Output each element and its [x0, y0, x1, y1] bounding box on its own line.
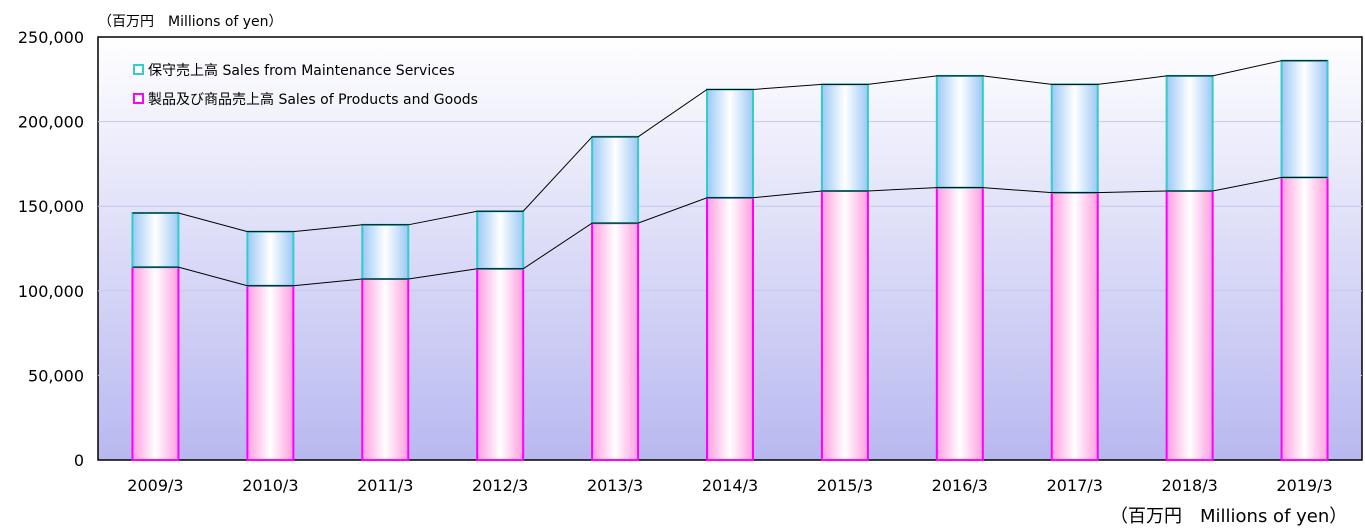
x-tick-label: 2013/3 — [587, 476, 643, 495]
x-axis-labels: 2009/3 2010/3 2011/3 2012/3 2013/3 2014/3 2015… — [127, 476, 1332, 495]
bar-maintenance-2014/3 — [706, 88, 754, 199]
bars — [131, 59, 1329, 462]
legend-swatch-products — [133, 93, 144, 104]
y-tick-label: 50,000 — [28, 366, 84, 385]
series-lines — [132, 60, 1328, 287]
bar-products-2011/3 — [361, 277, 410, 461]
bar-maintenance-2012/3 — [476, 210, 525, 270]
y-tick-label: 200,000 — [18, 113, 84, 132]
y-tick-label: 150,000 — [18, 197, 84, 216]
bar-maintenance-2019/3 — [1280, 59, 1329, 179]
bar-products-2009/3 — [131, 266, 180, 461]
unit-label: （百万円 Millions of yen） — [98, 14, 283, 30]
bar-products-2017/3 — [1050, 191, 1099, 461]
x-tick-label: 2012/3 — [472, 476, 528, 495]
bar-products-2019/3 — [1280, 176, 1329, 461]
bar-maintenance-2010/3 — [246, 230, 295, 287]
bar-maintenance-2017/3 — [1050, 83, 1099, 194]
legend-item-products: 製品及び商品売上高 Sales of Products and Goods — [133, 84, 478, 113]
bar-products-2014/3 — [706, 196, 754, 462]
legend-swatch-maintenance — [133, 64, 144, 75]
legend-item-maintenance: 保守売上高 Sales from Maintenance Services — [133, 55, 478, 84]
bar-maintenance-2009/3 — [131, 211, 180, 269]
legend-label-products: 製品及び商品売上高 Sales of Products and Goods — [148, 91, 478, 108]
bar-maintenance-2013/3 — [591, 135, 640, 225]
x-tick-label: 2016/3 — [932, 476, 988, 495]
bar-maintenance-2018/3 — [1165, 74, 1214, 192]
total-series-line — [132, 60, 1328, 233]
y-tick-label: 100,000 — [18, 282, 84, 301]
bar-maintenance-2011/3 — [361, 223, 410, 280]
bar-products-2010/3 — [246, 284, 295, 461]
x-tick-label: 2010/3 — [242, 476, 298, 495]
y-axis-ticks: 0 50,000 100,000 150,000 200,000 250,000 — [18, 28, 84, 470]
x-tick-label: 2017/3 — [1047, 476, 1103, 495]
x-tick-label: 2015/3 — [817, 476, 873, 495]
bar-products-2016/3 — [935, 186, 984, 461]
x-tick-label: 2009/3 — [127, 476, 183, 495]
bar-products-2012/3 — [476, 267, 525, 461]
x-tick-label: 2019/3 — [1276, 476, 1332, 495]
unit-label-bottom: （百万円 Millions of yen） — [1110, 506, 1348, 527]
x-tick-label: 2011/3 — [357, 476, 413, 495]
bar-products-2013/3 — [591, 222, 640, 461]
bar-maintenance-2015/3 — [820, 83, 869, 192]
products-series-line — [132, 176, 1328, 287]
y-tick-label: 250,000 — [18, 28, 84, 47]
bar-products-2018/3 — [1165, 189, 1214, 462]
legend: 保守売上高 Sales from Maintenance Services 製品… — [133, 55, 478, 113]
bar-maintenance-2016/3 — [935, 74, 984, 189]
y-tick-label: 0 — [74, 451, 84, 470]
bar-products-2015/3 — [820, 189, 869, 462]
x-tick-label: 2018/3 — [1161, 476, 1217, 495]
legend-label-maintenance: 保守売上高 Sales from Maintenance Services — [148, 62, 455, 79]
x-tick-label: 2014/3 — [702, 476, 758, 495]
